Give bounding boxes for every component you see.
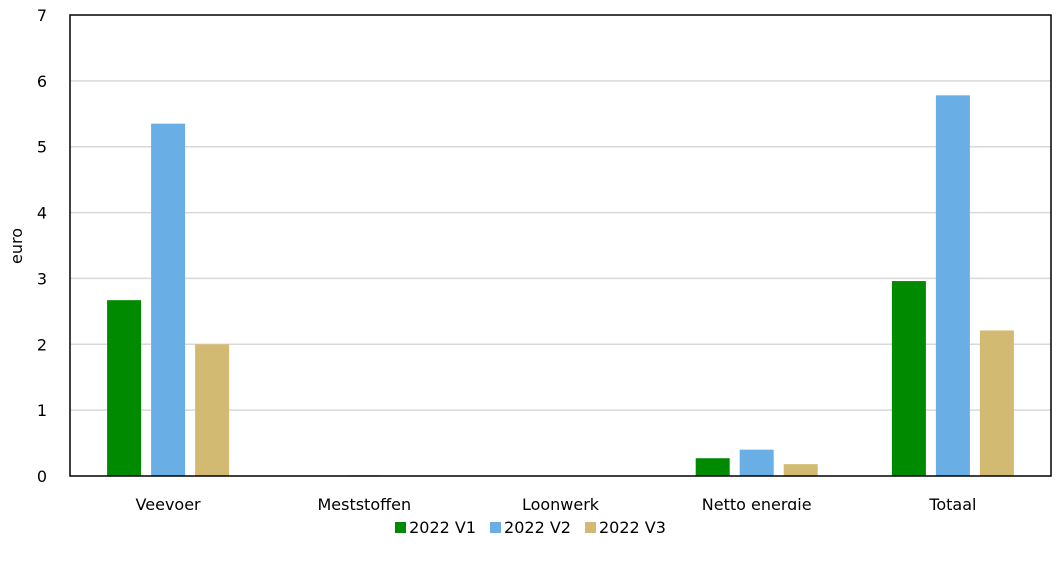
x-tick-label: Loonwerk [522,495,600,510]
y-tick-label: 7 [37,6,47,25]
bar [151,123,186,477]
y-tick-label: 6 [37,72,47,91]
plot-frame [69,14,1052,477]
x-tick-label: Totaal [928,495,976,510]
bar [891,281,926,476]
bar [783,464,818,476]
y-tick-label: 2 [37,335,47,354]
legend-swatch [395,522,407,533]
bar [107,300,142,476]
legend-item: 2022 V3 [584,518,666,537]
axes [69,14,1052,477]
x-tick-label: Netto energie [702,495,812,510]
gridlines [70,80,1051,411]
legend-item: 2022 V1 [395,518,476,537]
bar [195,344,230,476]
legend-item: 2022 V2 [490,518,571,537]
y-tick-label: 1 [37,401,47,420]
y-tick-labels: 0 1 2 3 4 5 6 7 [37,6,47,486]
y-axis-label: euro [7,228,26,264]
y-tick-label: 5 [37,138,47,157]
legend-swatch [584,522,596,533]
legend-label: 2022 V2 [504,518,571,537]
legend-swatch [490,522,502,533]
x-tick-labels: Veevoer Meststoffen Loonwerk Netto energie T… [136,495,977,510]
bar [695,458,730,476]
y-tick-label: 3 [37,269,47,288]
legend: 2022 V1 2022 V2 2022 V3 [0,518,1061,537]
x-tick-label: Meststoffen [317,495,411,510]
bar [739,449,774,476]
x-tick-label: Veevoer [136,495,201,510]
y-tick-label: 0 [37,467,47,486]
bar [979,330,1014,476]
bar [935,95,970,477]
bar-chart: 0 1 2 3 4 5 6 7 Veevoer Meststoffen Loonwerk Netto… [7,6,1052,510]
legend-label: 2022 V1 [409,518,477,537]
bars [107,95,1014,477]
legend-label: 2022 V3 [598,518,666,537]
y-tick-label: 4 [37,204,47,223]
